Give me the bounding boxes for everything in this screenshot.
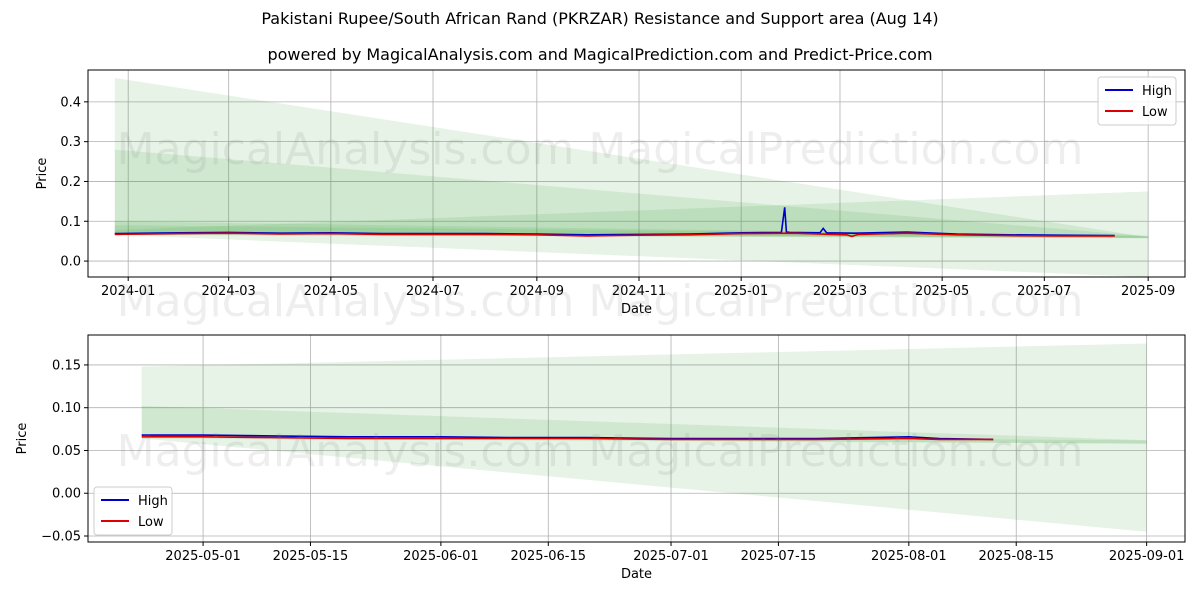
price-chart-recent-range: 2025-05-01 2025-05-15 2025-06-01 2025-06-15… <box>15 334 1186 582</box>
x-axis-label: Date <box>621 567 652 582</box>
y-tick-label: 0.10 <box>52 401 81 416</box>
x-tick-label: 2024-07 <box>406 284 460 299</box>
support-resistance-band <box>114 225 1149 238</box>
legend-label-high: High <box>1142 84 1172 99</box>
x-tick-label: 2025-01 <box>714 284 768 299</box>
x-tick-label: 2024-03 <box>202 284 256 299</box>
price-chart-full-range: 2024-01 2024-03 2024-05 2024-07 2024-09 2024-… <box>35 69 1186 317</box>
x-tick-label: 2025-08-01 <box>871 549 947 564</box>
x-tick-label: 2025-06-01 <box>403 549 479 564</box>
x-tick-label: 2025-08-15 <box>978 549 1054 564</box>
y-tick-label: 0.3 <box>60 135 81 150</box>
y-tick-label: 0.4 <box>60 95 81 110</box>
legend-label-low: Low <box>1142 105 1168 120</box>
x-tick-label: 2024-09 <box>510 284 564 299</box>
x-tick-label: 2025-07 <box>1017 284 1071 299</box>
y-tick-label: 0.2 <box>60 175 81 190</box>
x-tick-label: 2025-07-01 <box>633 549 709 564</box>
x-tick-label: 2025-03 <box>813 284 867 299</box>
plot-frame <box>87 334 1186 543</box>
plot-frame <box>87 69 1186 278</box>
chart-title: Pakistani Rupee/South African Rand (PKRZ… <box>261 9 939 28</box>
y-tick-label: 0.0 <box>60 255 81 270</box>
x-tick-label: 2025-06-15 <box>510 549 586 564</box>
bands-group <box>141 343 1147 532</box>
y-tick-label: 0.05 <box>52 444 81 459</box>
support-resistance-band <box>141 405 1147 444</box>
x-tick-label: 2025-05 <box>915 284 969 299</box>
legend: High Low <box>93 486 173 536</box>
x-tick-label: 2025-07-15 <box>741 549 817 564</box>
support-resistance-band <box>114 149 1149 238</box>
x-axis-label: Date <box>621 302 652 317</box>
x-tick-label: 2024-05 <box>304 284 358 299</box>
legend-label-high: High <box>138 494 168 509</box>
y-axis-label: Price <box>35 158 50 190</box>
support-resistance-band <box>114 77 1149 238</box>
y-axis-label: Price <box>15 423 30 455</box>
x-tick-label: 2025-09-01 <box>1109 549 1185 564</box>
x-tick-label: 2025-05-01 <box>165 549 241 564</box>
bands-group <box>114 77 1149 277</box>
legend-label-low: Low <box>138 515 164 530</box>
series-line-low <box>141 436 994 441</box>
chart-subtitle: powered by MagicalAnalysis.com and Magic… <box>267 45 933 64</box>
legend: High Low <box>1097 76 1177 126</box>
y-tick-label: 0.1 <box>60 215 81 230</box>
y-tick-label: −0.05 <box>41 530 81 545</box>
x-tick-label: 2025-05-15 <box>273 549 349 564</box>
x-tick-label: 2024-01 <box>101 284 155 299</box>
series-line-high <box>141 434 994 441</box>
x-tick-label: 2025-09 <box>1121 284 1175 299</box>
series-line-low <box>114 232 1115 238</box>
x-tick-label: 2024-11 <box>612 284 666 299</box>
y-tick-label: 0.15 <box>52 358 81 373</box>
y-tick-label: 0.00 <box>52 487 81 502</box>
